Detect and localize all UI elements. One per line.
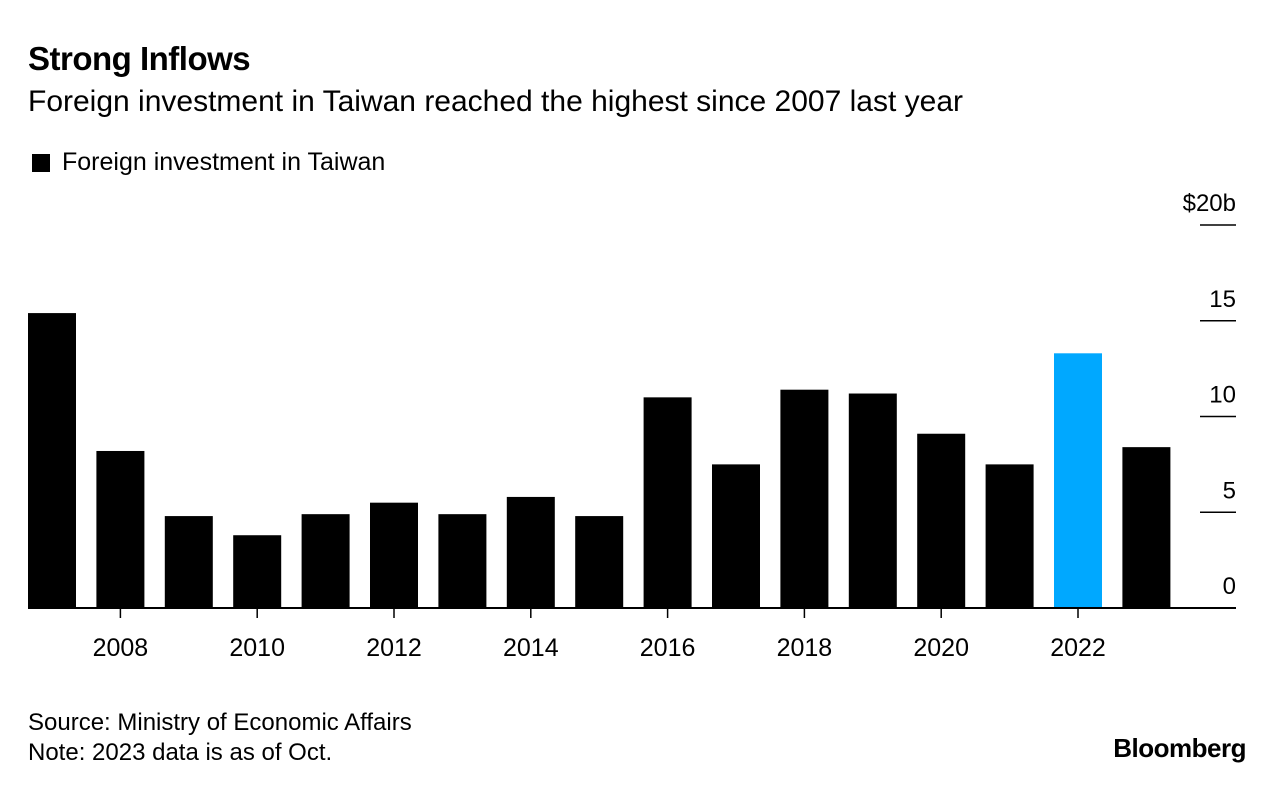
y-tick-label: 10	[1209, 382, 1236, 409]
bar-2018	[780, 389, 829, 608]
x-tick-label: 2020	[913, 634, 969, 662]
legend: Foreign investment in Taiwan	[32, 148, 385, 177]
bar-2009	[164, 516, 213, 608]
bar-2014	[506, 496, 555, 608]
x-tick-label: 2022	[1050, 634, 1106, 662]
bar-2020	[917, 433, 966, 608]
x-tick-label: 2010	[229, 634, 285, 662]
x-tick-label: 2008	[93, 634, 149, 662]
bar-2021	[985, 464, 1034, 608]
chart-title: Strong Inflows	[28, 40, 251, 77]
bar-2012	[370, 502, 418, 608]
bar-2023	[1122, 447, 1171, 608]
bar-2007	[28, 313, 76, 608]
source-note: Source: Ministry of Economic Affairs	[28, 709, 412, 736]
footer: Source: Ministry of Economic Affairs Not…	[28, 708, 412, 768]
y-tick-label: $20b	[1183, 190, 1236, 217]
bloomberg-logo: Bloomberg	[1113, 733, 1246, 763]
bar-2010	[233, 535, 282, 608]
bar-2019	[848, 393, 897, 608]
legend-swatch	[32, 153, 50, 172]
bar-2016	[643, 397, 692, 608]
bar-2017	[712, 464, 760, 608]
x-tick-label: 2016	[640, 634, 696, 662]
y-tick-label: 5	[1223, 477, 1236, 504]
bar-2022	[1054, 353, 1102, 608]
bar-2013	[438, 514, 487, 608]
bar-2008	[96, 450, 145, 608]
bar-2015	[575, 516, 624, 608]
x-tick-label: 2012	[366, 634, 422, 662]
y-tick-label: 0	[1223, 573, 1236, 600]
y-tick-label: 15	[1209, 286, 1236, 313]
chart-subtitle: Foreign investment in Taiwan reached the…	[28, 85, 963, 118]
data-note: Note: 2023 data is as of Oct.	[28, 739, 333, 766]
legend-label: Foreign investment in Taiwan	[62, 148, 386, 176]
bar-2011	[301, 514, 350, 608]
x-tick-label: 2014	[503, 634, 559, 662]
x-tick-label: 2018	[777, 634, 833, 662]
